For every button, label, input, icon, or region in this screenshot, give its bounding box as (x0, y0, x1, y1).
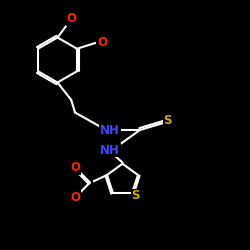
Text: O: O (66, 12, 76, 25)
Text: O: O (97, 36, 107, 49)
Text: NH: NH (100, 144, 120, 156)
Text: NH: NH (100, 124, 120, 136)
Text: S: S (163, 114, 172, 126)
Text: O: O (70, 161, 80, 174)
Text: S: S (132, 189, 140, 202)
Text: O: O (70, 191, 80, 204)
